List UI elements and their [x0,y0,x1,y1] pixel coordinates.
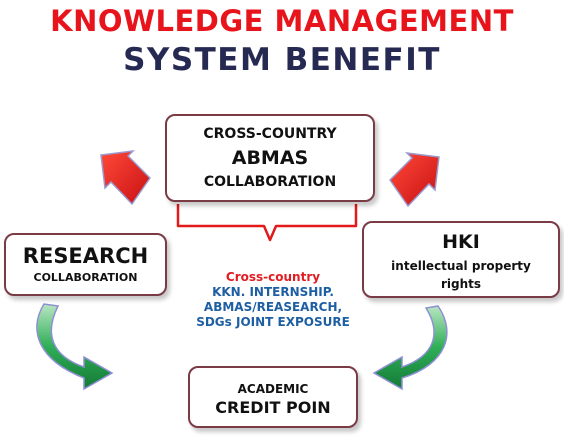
node-right-line-3: rights [440,277,482,291]
title-line-2: SYSTEM BENEFIT [123,42,441,78]
center-caption: Cross-country KKN. INTERNSHIP. ABMAS/REA… [178,270,368,330]
green-curved-arrow-right-icon [372,305,448,391]
node-bottom-line-1: ACADEMIC [237,382,309,396]
node-hki: HKI intellectual property rights [362,221,560,298]
green-curved-arrow-left-icon [36,303,114,391]
node-cross-country-abmas: CROSS-COUNTRY ABMAS COLLABORATION [165,114,375,202]
node-research-collaboration: RESEARCH COLLABORATION [4,233,167,296]
red-arrow-left-icon [100,149,151,206]
red-arrow-right-icon [389,151,440,208]
center-line-4: SDGs JOINT EXPOSURE [196,315,350,329]
node-top-line-1: CROSS-COUNTRY [203,126,337,142]
node-left-line-2: COLLABORATION [33,271,138,284]
center-line-2: KKN. INTERNSHIP. [212,285,334,299]
node-top-line-2: ABMAS [231,147,309,169]
node-right-line-1: HKI [442,231,480,253]
node-bottom-line-2: CREDIT POIN [215,398,331,417]
node-right-line-2: intellectual property [391,259,531,273]
center-line-3: ABMAS/REASEARCH, [203,300,343,314]
center-line-1: Cross-country [225,270,321,284]
node-top-line-3: COLLABORATION [203,174,337,190]
node-left-line-1: RESEARCH [22,244,149,268]
title-line-1: KNOWLEDGE MANAGEMENT [50,4,514,38]
node-academic-credit: ACADEMIC CREDIT POIN [188,366,358,428]
brace-icon [176,204,358,242]
